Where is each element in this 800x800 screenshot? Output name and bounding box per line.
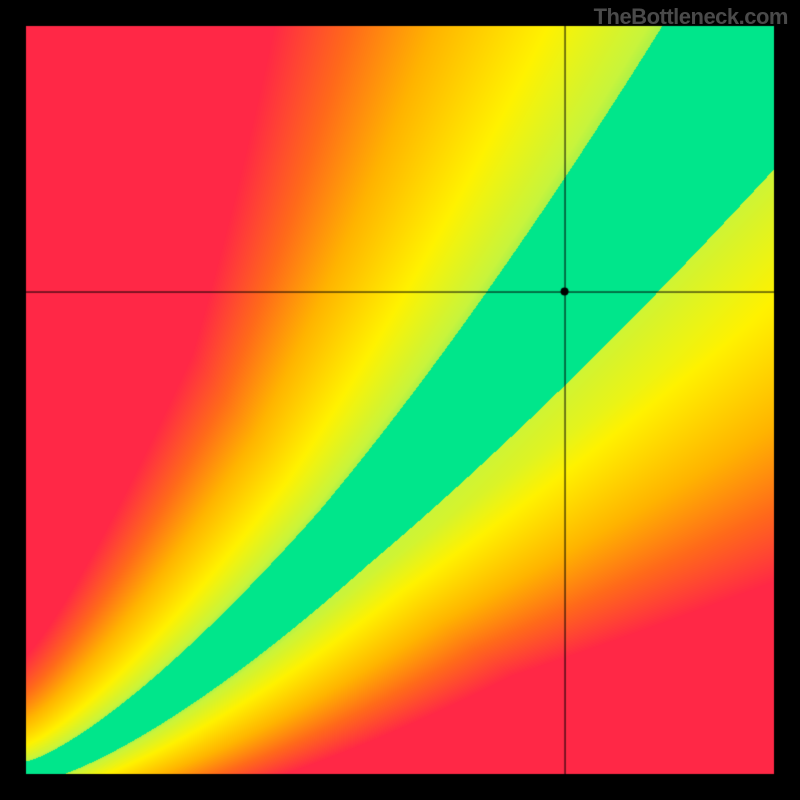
watermark-label: TheBottleneck.com bbox=[594, 4, 788, 30]
bottleneck-heatmap-canvas bbox=[0, 0, 800, 800]
chart-container: TheBottleneck.com bbox=[0, 0, 800, 800]
